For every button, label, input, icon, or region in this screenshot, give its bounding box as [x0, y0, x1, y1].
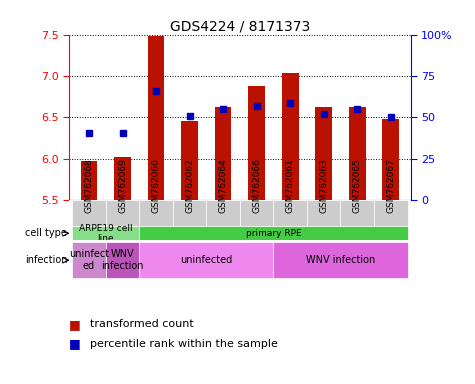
Text: GSM762068: GSM762068 [85, 158, 94, 213]
Text: GSM762065: GSM762065 [353, 158, 362, 213]
Text: uninfected: uninfected [180, 255, 232, 265]
Bar [72, 227, 139, 240]
Bar [315, 108, 332, 200]
Bar [206, 200, 240, 226]
Bar [114, 157, 131, 200]
Bar [72, 200, 106, 226]
Bar [282, 73, 299, 200]
Text: GSM762064: GSM762064 [218, 158, 228, 213]
Text: transformed count: transformed count [90, 319, 194, 329]
Bar [248, 86, 265, 200]
Bar [349, 108, 366, 200]
Text: ■: ■ [69, 337, 85, 350]
Bar [148, 36, 164, 200]
Bar [106, 200, 139, 226]
Text: percentile rank within the sample: percentile rank within the sample [90, 339, 278, 349]
Text: GSM762067: GSM762067 [386, 158, 395, 213]
Bar [240, 200, 274, 226]
Text: GSM762063: GSM762063 [319, 158, 328, 213]
Bar [139, 227, 408, 240]
Text: ■: ■ [69, 318, 85, 331]
Text: GSM762066: GSM762066 [252, 158, 261, 213]
Bar [72, 242, 106, 278]
Text: ARPE19 cell
line: ARPE19 cell line [79, 223, 133, 243]
Bar [274, 200, 307, 226]
Text: WNV
infection: WNV infection [101, 249, 144, 271]
Bar [374, 200, 408, 226]
Bar [139, 242, 274, 278]
Text: GSM762060: GSM762060 [152, 158, 161, 213]
Bar [81, 161, 97, 200]
Text: WNV infection: WNV infection [306, 255, 375, 265]
Bar [181, 121, 198, 200]
Text: GSM762061: GSM762061 [285, 158, 294, 213]
Bar [341, 200, 374, 226]
Title: GDS4224 / 8171373: GDS4224 / 8171373 [170, 20, 310, 33]
Bar [106, 242, 139, 278]
Text: GSM762062: GSM762062 [185, 158, 194, 213]
Text: infection: infection [25, 255, 67, 265]
Bar [382, 119, 399, 200]
Text: GSM762069: GSM762069 [118, 158, 127, 213]
Bar [215, 106, 231, 200]
Bar [274, 242, 408, 278]
Text: uninfect
ed: uninfect ed [69, 249, 109, 271]
Bar [139, 200, 173, 226]
Text: primary RPE: primary RPE [246, 229, 301, 238]
Text: cell type: cell type [25, 228, 67, 238]
Bar [307, 200, 341, 226]
Bar [173, 200, 206, 226]
